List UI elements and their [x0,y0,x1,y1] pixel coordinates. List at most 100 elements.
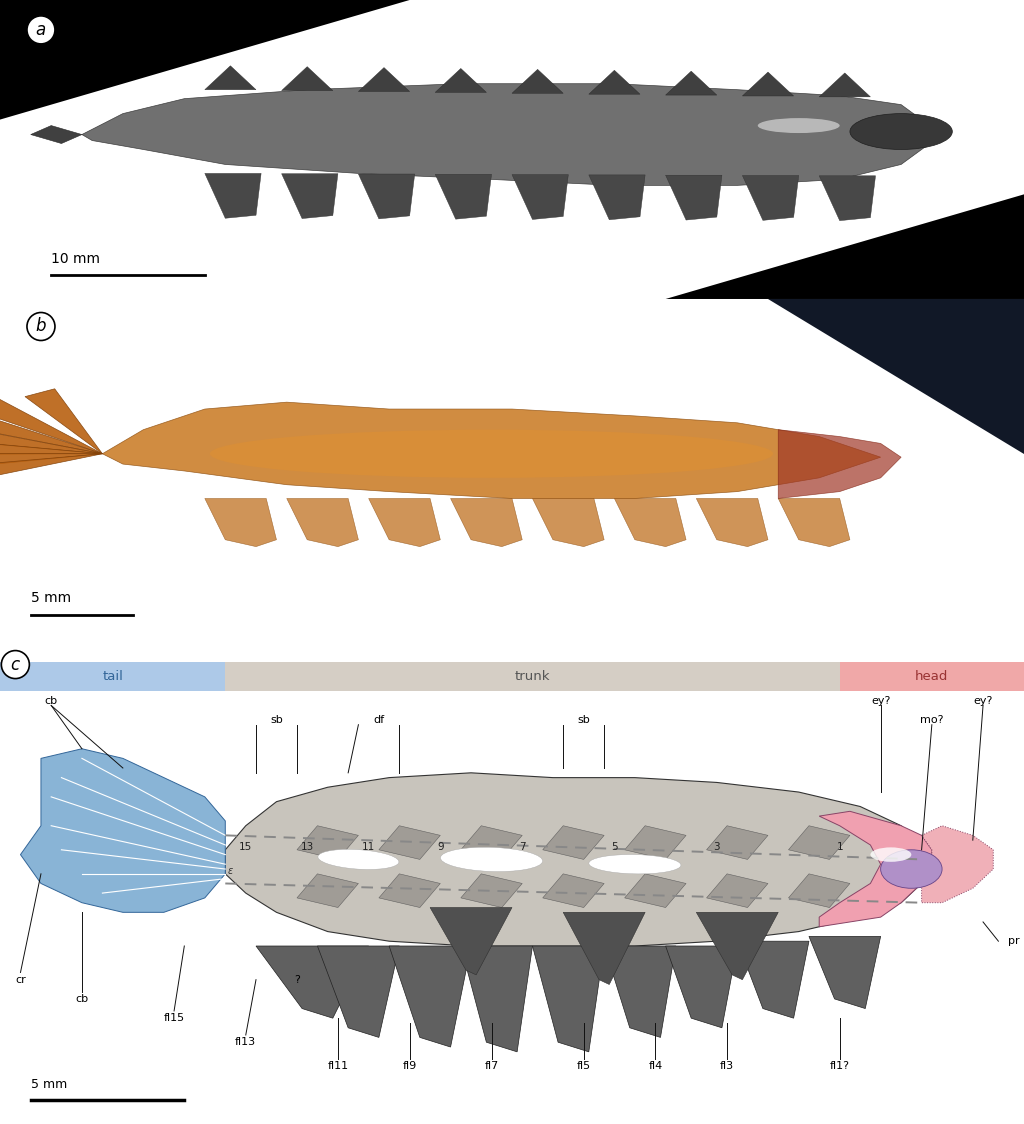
Polygon shape [379,873,440,907]
Polygon shape [205,498,276,546]
Text: 5 mm: 5 mm [31,590,71,605]
Polygon shape [819,175,876,220]
Polygon shape [461,946,532,1052]
Text: $\it{c}$: $\it{c}$ [10,655,20,673]
Polygon shape [451,498,522,546]
Polygon shape [742,175,799,220]
Polygon shape [225,773,932,946]
Text: pr: pr [1008,936,1020,946]
Text: 5: 5 [611,842,617,852]
Text: cr: cr [15,975,26,985]
Polygon shape [707,826,768,860]
Polygon shape [532,498,604,546]
Text: mo?: mo? [921,715,943,725]
Polygon shape [922,826,993,903]
Text: fl13: fl13 [236,1037,256,1048]
Text: ?: ? [294,975,300,985]
Polygon shape [282,174,338,218]
Text: 13: 13 [301,842,313,852]
Text: df: df [374,715,384,725]
Text: cb: cb [45,696,57,706]
Polygon shape [819,812,932,927]
Text: fl11: fl11 [328,1061,348,1071]
Polygon shape [0,453,102,469]
Text: fl3: fl3 [720,1061,734,1071]
Text: 10 mm: 10 mm [51,252,100,266]
Polygon shape [696,913,778,980]
Polygon shape [435,174,492,219]
Polygon shape [297,873,358,907]
Text: 3: 3 [714,842,720,852]
Polygon shape [256,946,369,1018]
Polygon shape [0,0,410,119]
Text: 15: 15 [240,842,252,852]
Ellipse shape [317,850,399,870]
Text: fl5: fl5 [577,1061,591,1071]
Text: trunk: trunk [515,670,550,683]
Text: $\varepsilon$: $\varepsilon$ [227,865,233,876]
Polygon shape [297,826,358,860]
Polygon shape [358,67,410,91]
Polygon shape [512,70,563,93]
Text: fl15: fl15 [164,1013,184,1023]
Bar [840,662,1024,691]
Polygon shape [563,913,645,985]
Polygon shape [604,946,676,1037]
Ellipse shape [210,429,773,478]
Polygon shape [205,66,256,90]
Polygon shape [31,126,82,144]
Polygon shape [778,429,901,498]
Polygon shape [461,826,522,860]
Polygon shape [696,498,768,546]
Polygon shape [543,826,604,860]
Bar [225,662,840,691]
Polygon shape [666,194,1024,299]
Polygon shape [625,873,686,907]
Polygon shape [589,175,645,220]
Text: sb: sb [578,715,590,725]
Polygon shape [666,175,722,220]
Text: fl9: fl9 [402,1061,417,1071]
Polygon shape [0,411,102,454]
Polygon shape [379,826,440,860]
Polygon shape [461,873,522,907]
Ellipse shape [758,118,840,133]
Polygon shape [282,66,333,91]
Polygon shape [102,402,881,498]
Bar [0,662,225,691]
Polygon shape [430,907,512,975]
Polygon shape [788,873,850,907]
Polygon shape [742,72,794,96]
Polygon shape [25,389,102,454]
Polygon shape [589,71,640,94]
Ellipse shape [440,847,543,871]
Polygon shape [512,174,568,219]
Polygon shape [287,498,358,546]
Polygon shape [0,454,102,481]
Polygon shape [666,946,737,1027]
Text: 5 mm: 5 mm [31,1078,67,1091]
Polygon shape [0,399,102,454]
Polygon shape [0,439,102,454]
Text: sb: sb [270,715,283,725]
Polygon shape [389,946,471,1048]
Polygon shape [707,873,768,907]
Text: 11: 11 [362,842,375,852]
Text: 9: 9 [437,842,443,852]
Text: cb: cb [76,994,88,1004]
Text: fl4: fl4 [648,1061,663,1071]
Text: ey?: ey? [871,696,890,706]
Polygon shape [205,173,261,218]
Text: ey?: ey? [974,696,992,706]
Polygon shape [317,946,399,1037]
Ellipse shape [870,847,911,862]
Polygon shape [614,498,686,546]
Polygon shape [435,69,486,92]
Text: $\it{a}$: $\it{a}$ [36,21,46,39]
Polygon shape [20,749,225,913]
Polygon shape [819,73,870,97]
Polygon shape [737,941,809,1018]
Text: 7: 7 [519,842,525,852]
Polygon shape [82,83,942,185]
Text: fl1?: fl1? [829,1061,850,1071]
